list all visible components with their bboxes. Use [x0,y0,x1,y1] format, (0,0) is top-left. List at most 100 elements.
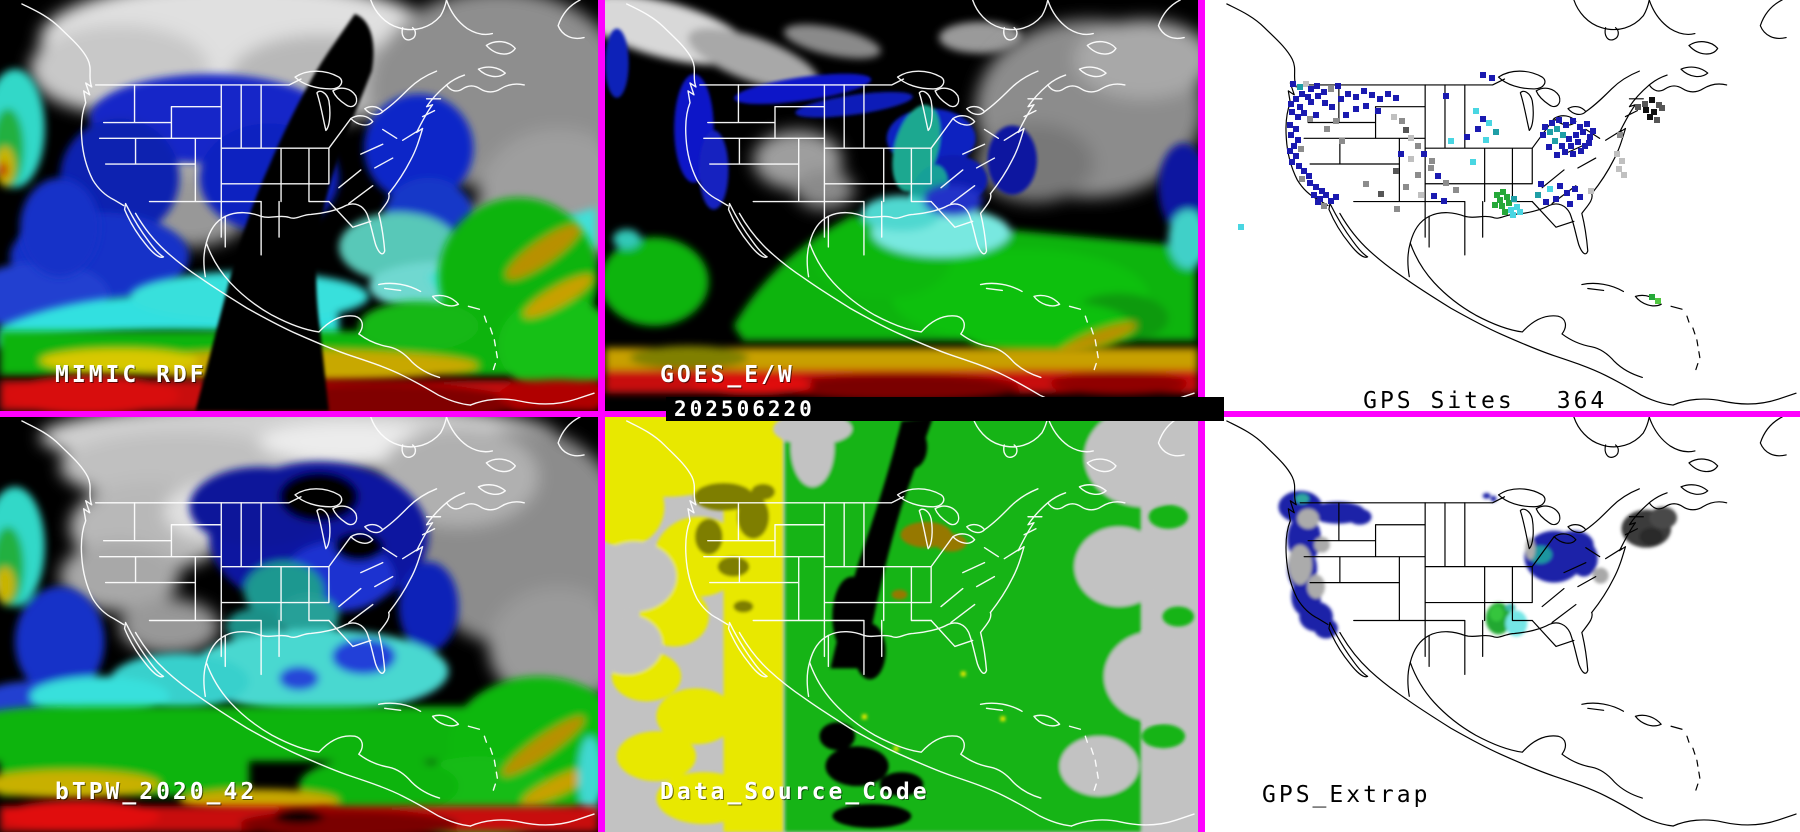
gps-site-dot [1308,86,1314,92]
gps-site-dot [1421,151,1427,157]
gps-site-dot [1508,207,1514,213]
gps-site-dot [1448,138,1454,144]
gps-site-dot [1338,96,1344,102]
gps-site-dot [1353,106,1359,112]
gps-site-dot [1415,143,1421,149]
gps-dots-layer [1205,0,1800,411]
gps-site-dot [1475,126,1481,132]
timestamp-bar: 202506220 [666,397,1224,421]
gps-site-dot [1554,152,1560,158]
gps-site-dot [1621,172,1627,178]
gps-site-dot [1538,181,1544,187]
gps-site-dot [1313,184,1319,190]
gps-site-dot [1577,124,1583,130]
gps-site-dot [1649,97,1655,103]
gps-site-dot [1584,121,1590,127]
gps-site-dot [1549,120,1555,126]
gps-site-dot [1298,146,1304,152]
gps-site-dot [1307,180,1313,186]
gps-site-dot [1415,172,1421,178]
panel-data-source: Data_Source_Code [605,417,1198,832]
gps-site-dot [1535,192,1541,198]
gps-site-dot [1547,129,1553,135]
gps-site-dot [1517,209,1523,215]
gps-site-dot [1429,158,1435,164]
gps-site-dot [1306,173,1312,179]
gps-site-dot [1398,151,1404,157]
data-source-map-image [605,417,1198,832]
gps-site-dot [1293,96,1299,102]
panel-btpw: bTPW_2020_42 [0,417,598,832]
gps-site-dot [1578,148,1584,154]
gps-site-dot [1616,166,1622,172]
gps-site-dot [1582,143,1588,149]
gps-site-dot [1313,112,1319,118]
gps-site-dot [1363,103,1369,109]
gps-site-dot [1289,109,1295,115]
gps-site-dot [1443,93,1449,99]
gps-site-dot [1295,137,1301,143]
gps-site-dot [1489,75,1495,81]
gps-site-dot [1322,100,1328,106]
gps-site-dot [1394,206,1400,212]
gps-site-dot [1499,203,1505,209]
gps-site-dot [1590,128,1596,134]
gps-site-dot [1288,132,1294,138]
gps-site-dot [1554,126,1560,132]
gps-site-dot [1363,181,1369,187]
gps-site-dot [1480,72,1486,78]
gps-site-dot [1514,204,1520,210]
gps-site-dot [1506,200,1512,206]
gps-site-dot [1560,132,1566,138]
gps-site-dot [1319,188,1325,194]
panel-mimic-rdf: MIMIC RDF [0,0,598,411]
gps-site-dot [1305,94,1311,100]
gps-site-dot [1299,176,1305,182]
gps-site-dot [1642,101,1648,107]
gps-site-dot [1403,127,1409,133]
gps-site-dot [1293,153,1299,159]
gps-site-dot [1295,114,1301,120]
gps-site-dot [1510,212,1516,218]
mimic-map-image [0,0,598,411]
gps-site-dot [1659,105,1665,111]
gps-site-dot [1296,163,1302,169]
gps-site-dot [1573,132,1579,138]
gps-site-dot [1635,104,1641,110]
gps-site-dot [1393,95,1399,101]
gps-site-dot [1617,132,1623,138]
gps-site-dot [1289,159,1295,165]
gps-site-dot [1431,193,1437,199]
gps-site-dot [1293,126,1299,132]
gps-site-dot [1587,134,1593,140]
gps-site-dot [1335,83,1341,89]
gps-site-dot [1575,139,1581,145]
gps-site-dot [1651,109,1657,115]
gps-site-dot [1588,188,1594,194]
gps-site-dot [1321,89,1327,95]
gps-site-dot [1480,116,1486,122]
gps-site-dot [1345,91,1351,97]
gps-site-dot [1333,194,1339,200]
gps-site-dot [1580,129,1586,135]
gps-site-dot [1307,116,1313,122]
gps-site-dot [1453,187,1459,193]
gps-extrap-label: GPS_Extrap [1262,782,1431,808]
gps-site-dot [1470,159,1476,165]
gps-site-dot [1315,199,1321,205]
gps-site-dot [1299,91,1305,97]
gps-site-dot [1321,203,1327,209]
gps-site-dot [1303,81,1309,87]
goes-label: GOES_E/W [660,362,795,388]
gps-site-dot [1562,149,1568,155]
gps-site-dot [1314,83,1320,89]
gps-site-dot [1577,194,1583,200]
gps-site-dot [1324,126,1330,132]
gps-site-dot [1559,143,1565,149]
gps-site-dot [1570,151,1576,157]
gps-site-dot [1492,202,1498,208]
gps-site-dot [1311,192,1317,198]
gps-site-dot [1511,196,1517,202]
gps-site-dot [1566,136,1572,142]
mimic-label: MIMIC RDF [55,362,207,388]
